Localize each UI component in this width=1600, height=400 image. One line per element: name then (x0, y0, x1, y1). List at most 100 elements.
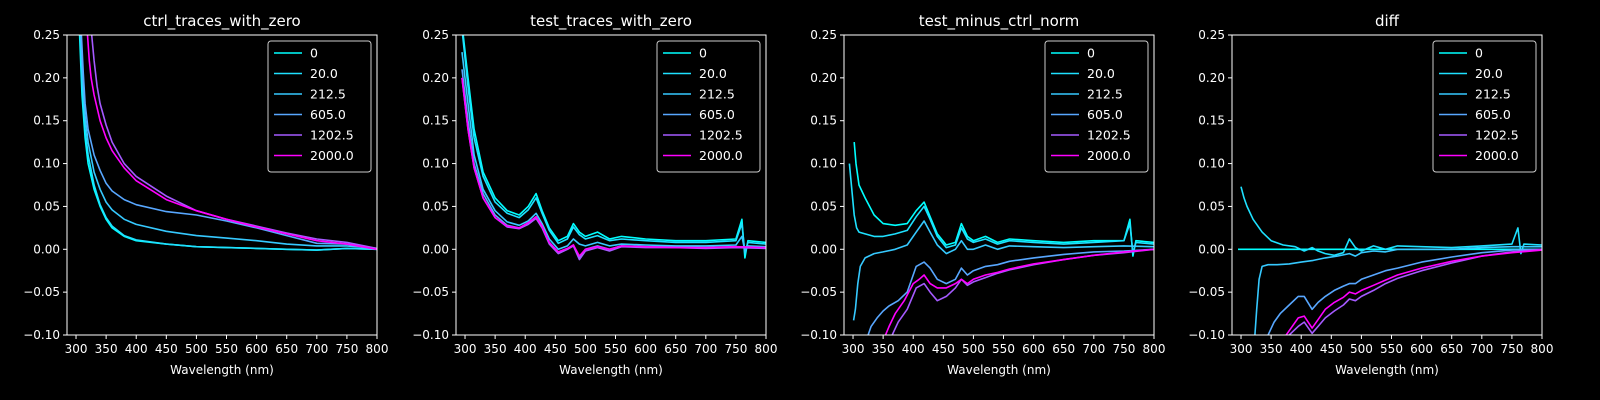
x-axis-label: Wavelength (nm) (559, 363, 663, 377)
x-tick-label: 300 (65, 342, 88, 356)
x-tick-label: 500 (962, 342, 985, 356)
x-tick-label: 650 (1052, 342, 1075, 356)
axes-frame (843, 34, 1155, 336)
chart-title: test_traces_with_zero (530, 12, 692, 31)
axes-frame (66, 34, 378, 336)
y-tick-label: −0.05 (1188, 285, 1225, 299)
y-tick-label: 0.20 (1198, 71, 1225, 85)
x-tick-label: 750 (1500, 342, 1523, 356)
legend-entry: 1202.5 (310, 128, 354, 143)
y-tick-label: 0.20 (422, 71, 449, 85)
chart-panel-1: 300 350 400 450 500 550 600 650 700 750 800 −0.10 −0… (412, 12, 777, 377)
legend: 0 20.0 212.5 605.0 1202.5 2000.0 (1432, 40, 1537, 173)
y-tick-label: 0.05 (810, 199, 837, 213)
series-line-605.0 (1267, 248, 1542, 335)
series-line-2000.0 (884, 248, 1154, 335)
y-tick-label: −0.10 (23, 328, 60, 342)
y-tick-label: 0.25 (1198, 28, 1225, 42)
series-line-0 (462, 35, 766, 259)
chart-panel-3: 300 350 400 450 500 550 600 650 700 750 800 −0.10 −0… (1188, 12, 1553, 377)
series-line-20.0 (1240, 186, 1542, 257)
series-line-605.0 (80, 35, 377, 250)
series-line-20.0 (461, 35, 766, 255)
x-tick-label: 700 (305, 342, 328, 356)
series-line-212.5 (80, 35, 377, 250)
x-tick-label: 600 (1410, 342, 1433, 356)
x-tick-label: 350 (95, 342, 118, 356)
legend-entry: 20.0 (1475, 66, 1503, 81)
y-tick-label: 0.25 (810, 28, 837, 42)
legend-entry: 605.0 (1475, 107, 1511, 122)
x-tick-label: 750 (335, 342, 358, 356)
y-tick-label: 0.15 (33, 114, 60, 128)
x-tick-label: 500 (1350, 342, 1373, 356)
x-tick-label: 600 (245, 342, 268, 356)
y-tick-label: 0.20 (810, 71, 837, 85)
y-tick-label: 0.00 (1198, 242, 1225, 256)
y-tick-label: 0.00 (33, 242, 60, 256)
x-tick-label: 700 (1082, 342, 1105, 356)
x-tick-label: 650 (1440, 342, 1463, 356)
x-tick-label: 550 (604, 342, 627, 356)
y-tick-label: 0.25 (33, 28, 60, 42)
legend-entry: 0 (699, 46, 707, 61)
x-tick-label: 350 (484, 342, 507, 356)
x-tick-label: 700 (694, 342, 717, 356)
y-tick-label: −0.05 (800, 285, 837, 299)
x-tick-label: 600 (634, 342, 657, 356)
y-tick-label: −0.05 (412, 285, 449, 299)
legend-entry: 1202.5 (1087, 128, 1131, 143)
x-tick-label: 750 (1112, 342, 1135, 356)
x-axis-label: Wavelength (nm) (170, 363, 274, 377)
series-line-2000.0 (461, 77, 766, 257)
x-tick-label: 550 (1380, 342, 1403, 356)
chart-title: diff (1375, 12, 1400, 30)
x-tick-label: 500 (185, 342, 208, 356)
legend-entry: 212.5 (1087, 87, 1123, 102)
x-tick-label: 550 (992, 342, 1015, 356)
x-tick-label: 400 (1290, 342, 1313, 356)
y-tick-label: 0.05 (422, 199, 449, 213)
series-line-20.0 (848, 163, 1154, 255)
legend-entry: 0 (310, 46, 318, 61)
legend-entry: 212.5 (310, 87, 346, 102)
axes-frame (455, 34, 767, 336)
legend-entry: 1202.5 (699, 128, 743, 143)
x-tick-label: 400 (514, 342, 537, 356)
chart-panel-2: 300 350 400 450 500 550 600 650 700 750 800 −0.10 −0… (800, 12, 1165, 377)
legend-entry: 1202.5 (1475, 128, 1519, 143)
legend-entry: 20.0 (310, 66, 338, 81)
legend-entry: 0 (1087, 46, 1095, 61)
y-tick-label: −0.10 (412, 328, 449, 342)
y-tick-label: 0.20 (33, 71, 60, 85)
x-tick-label: 800 (1143, 342, 1166, 356)
x-axis-label: Wavelength (nm) (947, 363, 1051, 377)
y-tick-label: 0.10 (1198, 157, 1225, 171)
legend-entry: 20.0 (1087, 66, 1115, 81)
axes-frame (1231, 34, 1543, 336)
x-tick-label: 450 (544, 342, 567, 356)
legend-entry: 605.0 (1087, 107, 1123, 122)
series-line-212.5 (852, 220, 1154, 321)
y-tick-label: 0.15 (810, 114, 837, 128)
series-line-2000.0 (1285, 249, 1542, 335)
y-tick-label: 0.05 (33, 199, 60, 213)
x-tick-label: 550 (215, 342, 238, 356)
y-tick-label: 0.00 (810, 242, 837, 256)
y-tick-label: 0.15 (1198, 114, 1225, 128)
series-group (78, 35, 377, 251)
series-line-605.0 (867, 248, 1154, 335)
y-tick-label: 0.10 (810, 157, 837, 171)
x-tick-label: 400 (902, 342, 925, 356)
x-tick-label: 650 (275, 342, 298, 356)
series-line-0 (853, 142, 1154, 257)
series-line-20.0 (79, 35, 377, 251)
y-tick-label: 0.10 (422, 157, 449, 171)
series-group (461, 35, 766, 261)
series-line-1202.5 (891, 248, 1154, 335)
chart-panel-0: 300 350 400 450 500 550 600 650 700 750 800 −0.10 −0… (23, 12, 388, 377)
legend: 0 20.0 212.5 605.0 1202.5 2000.0 (1044, 40, 1149, 173)
x-tick-label: 450 (1320, 342, 1343, 356)
series-line-212.5 (1254, 245, 1542, 335)
